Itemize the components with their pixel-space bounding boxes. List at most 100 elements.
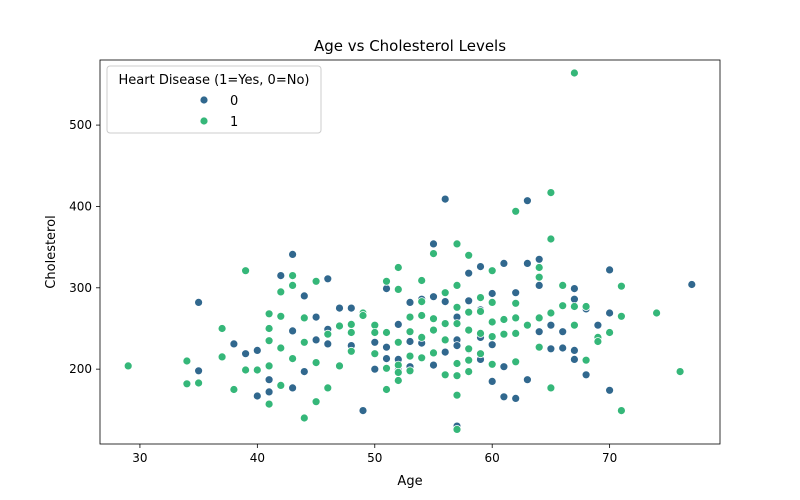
data-point-series-0-59	[487, 340, 497, 350]
data-point-series-0-71	[523, 258, 532, 268]
data-point-series-1-69	[452, 302, 462, 312]
data-point-series-1-54	[417, 276, 427, 285]
data-point-series-1-33	[346, 328, 356, 337]
data-point-series-1-60	[429, 314, 438, 324]
data-point-series-0-34	[405, 337, 415, 346]
data-point-series-0-23	[358, 406, 368, 416]
data-point-series-1-116	[617, 281, 626, 291]
data-point-series-1-109	[570, 302, 579, 311]
data-point-series-1-83	[476, 328, 485, 338]
data-point-series-0-84	[570, 354, 579, 364]
data-point-series-1-100	[534, 313, 544, 323]
data-point-series-0-9	[288, 249, 298, 259]
data-point-series-1-55	[417, 297, 427, 307]
legend-title: Heart Disease (1=Yes, 0=No)	[119, 73, 310, 88]
data-point-series-1-61	[429, 325, 438, 335]
data-point-series-0-12	[299, 291, 309, 301]
data-point-series-0-77	[534, 327, 544, 337]
points-layer	[123, 68, 697, 434]
data-point-series-1-94	[511, 313, 521, 323]
y-axis-label: Cholesterol	[44, 215, 59, 288]
data-point-series-1-7	[241, 266, 251, 276]
data-point-series-0-6	[264, 387, 274, 397]
data-point-series-1-37	[370, 320, 380, 330]
data-point-series-0-79	[546, 344, 556, 354]
data-point-series-1-26	[311, 397, 321, 407]
data-point-series-0-54	[476, 262, 485, 272]
data-point-series-0-62	[499, 258, 509, 268]
data-point-series-1-119	[652, 308, 661, 318]
data-point-series-1-51	[405, 327, 415, 337]
data-point-series-1-93	[511, 298, 521, 308]
data-point-series-0-64	[499, 362, 509, 372]
x-tick-label-70: 70	[602, 451, 617, 465]
data-point-series-0-70	[523, 196, 532, 206]
data-point-series-0-20	[346, 303, 356, 313]
data-point-series-1-64	[440, 319, 450, 329]
data-point-series-0-27	[382, 342, 391, 352]
data-point-series-1-44	[393, 263, 403, 272]
data-point-series-0-2	[229, 339, 239, 349]
data-point-series-0-92	[687, 280, 697, 289]
data-point-series-1-75	[464, 250, 474, 260]
data-point-series-1-15	[276, 287, 286, 297]
data-point-series-1-65	[440, 335, 450, 345]
data-point-series-1-10	[264, 399, 274, 409]
data-point-series-0-44	[440, 347, 450, 357]
data-point-series-0-19	[335, 303, 344, 313]
data-point-series-0-91	[605, 385, 614, 395]
data-point-series-1-62	[429, 348, 438, 358]
data-point-series-1-58	[417, 353, 427, 363]
data-point-series-0-40	[429, 360, 438, 370]
plot-frame	[99, 59, 721, 445]
data-point-series-0-15	[311, 335, 321, 345]
data-point-series-1-11	[264, 309, 274, 319]
data-point-series-0-7	[264, 375, 274, 385]
data-point-series-0-4	[252, 391, 262, 401]
data-point-series-0-58	[487, 289, 497, 298]
data-point-series-1-1	[182, 379, 192, 389]
data-point-series-0-42	[440, 297, 450, 307]
data-point-series-1-52	[405, 351, 415, 361]
data-point-series-1-59	[429, 249, 438, 259]
data-point-series-1-98	[534, 263, 544, 272]
data-point-series-1-71	[452, 359, 462, 368]
data-point-series-0-90	[605, 308, 614, 318]
data-point-series-0-50	[464, 268, 474, 278]
data-point-series-1-67	[452, 239, 462, 249]
data-point-series-1-49	[393, 376, 403, 385]
data-point-series-1-78	[464, 344, 474, 354]
data-point-series-1-115	[605, 328, 614, 337]
data-point-series-1-27	[311, 358, 321, 368]
data-point-series-1-72	[452, 371, 462, 381]
data-point-series-1-91	[499, 329, 509, 339]
data-point-series-1-43	[382, 363, 391, 373]
data-point-series-0-24	[370, 364, 380, 374]
data-point-series-1-5	[217, 352, 227, 362]
data-point-series-0-28	[382, 354, 391, 364]
data-point-series-1-99	[534, 272, 544, 282]
data-point-series-0-89	[605, 265, 614, 275]
data-point-series-0-14	[311, 312, 321, 322]
data-point-series-0-13	[299, 367, 309, 377]
data-point-series-0-80	[558, 343, 568, 353]
data-point-series-1-77	[464, 325, 474, 335]
data-point-series-0-78	[546, 320, 556, 330]
data-point-series-1-102	[546, 188, 556, 198]
data-point-series-0-39	[429, 239, 438, 249]
data-point-series-1-97	[523, 320, 532, 330]
data-point-series-1-107	[558, 301, 568, 311]
data-point-series-0-5	[252, 345, 262, 355]
data-point-series-1-0	[123, 361, 133, 371]
legend-box	[106, 65, 322, 134]
x-tick-label-60: 60	[485, 451, 500, 465]
data-point-series-1-106	[558, 280, 568, 290]
data-point-series-1-19	[288, 271, 298, 281]
data-point-series-0-1	[194, 366, 204, 376]
data-point-series-0-65	[499, 392, 509, 402]
data-point-series-1-20	[288, 280, 298, 290]
data-point-series-0-51	[464, 296, 474, 306]
data-point-series-1-103	[546, 234, 556, 244]
data-point-series-1-39	[370, 349, 380, 359]
data-point-series-0-17	[323, 339, 333, 349]
